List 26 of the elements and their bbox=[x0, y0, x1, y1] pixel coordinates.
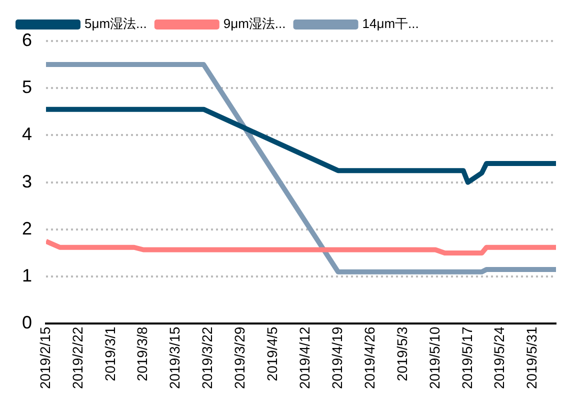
y-tick-label: 0 bbox=[22, 312, 32, 333]
x-tick-label: 2019/4/26 bbox=[361, 326, 378, 390]
y-tick-label: 2 bbox=[22, 218, 32, 238]
y-tick-label: 5 bbox=[22, 77, 32, 98]
legend-label: 5μm湿法... bbox=[84, 16, 147, 32]
x-tick-label: 2019/4/5 bbox=[264, 326, 280, 382]
x-tick-label: 2019/5/17 bbox=[458, 326, 475, 390]
legend-label: 14μm干... bbox=[362, 16, 419, 32]
x-tick-label: 2019/5/3 bbox=[394, 326, 410, 382]
x-tick-label: 2019/4/19 bbox=[328, 326, 345, 390]
y-tick-label: 3 bbox=[22, 171, 32, 192]
x-tick-label: 2019/5/10 bbox=[426, 326, 442, 390]
x-tick-label: 2019/5/24 bbox=[491, 326, 508, 390]
x-tick-label: 2019/2/15 bbox=[36, 326, 53, 390]
x-tick-label: 2019/3/15 bbox=[166, 326, 183, 390]
legend-label: 9μm湿法... bbox=[223, 16, 286, 32]
y-tick-label: 1 bbox=[22, 266, 32, 286]
x-tick-label: 2019/3/8 bbox=[134, 326, 150, 382]
x-tick-label: 2019/3/29 bbox=[232, 326, 248, 390]
x-tick-label: 2019/3/1 bbox=[102, 326, 118, 382]
y-tick-label: 4 bbox=[22, 124, 32, 144]
x-tick-label: 2019/5/31 bbox=[524, 326, 540, 390]
x-tick-label: 2019/3/22 bbox=[199, 326, 216, 390]
x-tick-label: 2019/4/12 bbox=[296, 326, 312, 390]
x-tick-label: 2019/2/22 bbox=[69, 326, 86, 390]
y-tick-label: 6 bbox=[22, 30, 32, 50]
